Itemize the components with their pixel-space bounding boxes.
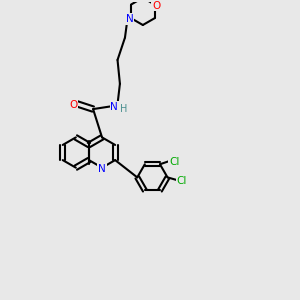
Text: Cl: Cl (177, 176, 187, 186)
Text: N: N (110, 102, 118, 112)
Text: O: O (69, 100, 77, 110)
Text: N: N (126, 14, 134, 24)
Text: Cl: Cl (169, 157, 179, 167)
Text: N: N (98, 164, 106, 174)
Text: H: H (120, 103, 127, 114)
Text: O: O (152, 1, 160, 10)
